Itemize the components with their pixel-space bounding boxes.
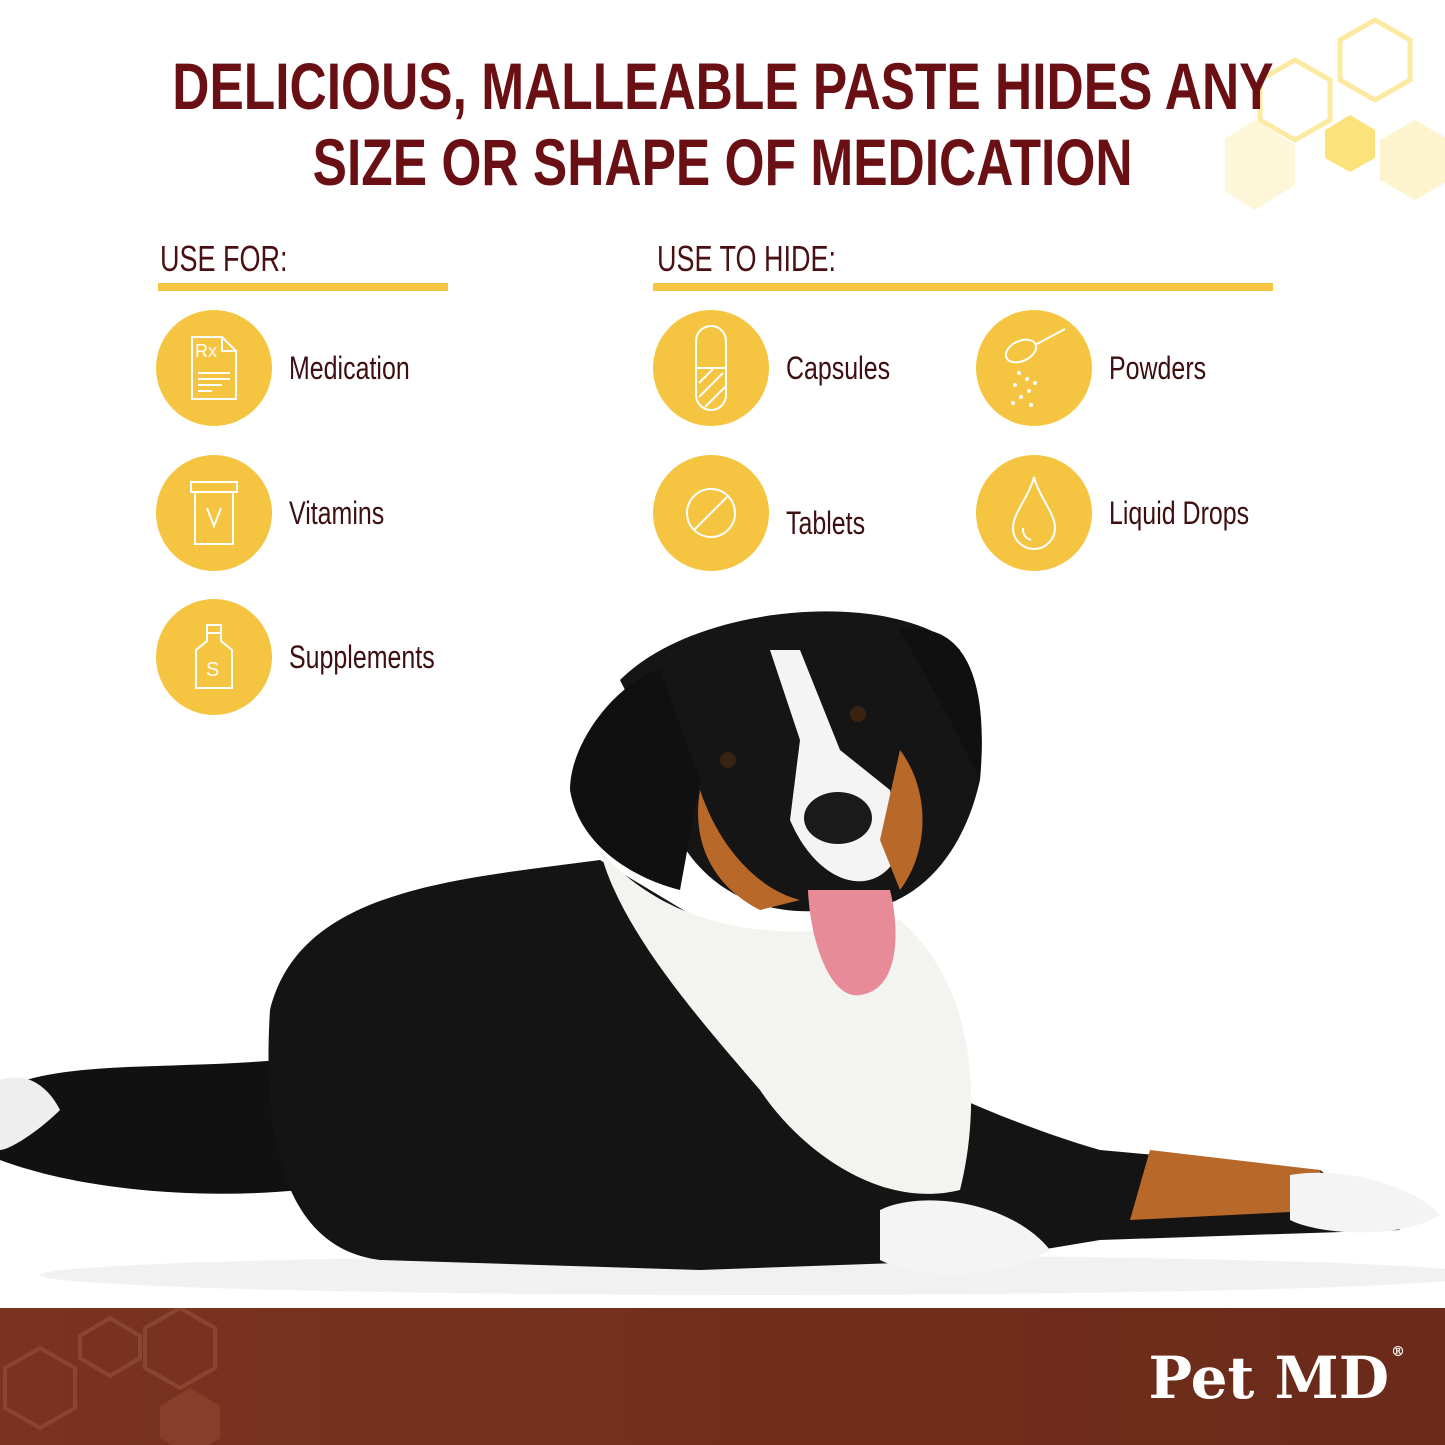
item-label: Vitamins — [289, 494, 385, 531]
divider — [653, 283, 1273, 291]
item-label: Powders — [1109, 349, 1207, 386]
item-label: Liquid Drops — [1109, 494, 1250, 531]
svg-text:S: S — [206, 659, 219, 681]
headline-line-2: SIZE OR SHAPE OF MEDICATION — [312, 125, 1133, 199]
footer-band: Pet MD ® — [0, 1308, 1445, 1445]
list-item: S Supplements — [156, 599, 476, 715]
headline: DELICIOUS, MALLEABLE PASTE HIDES ANY SIZ… — [0, 48, 1445, 200]
item-label: Supplements — [289, 638, 435, 675]
droplet-icon — [976, 455, 1092, 571]
headline-line-1: DELICIOUS, MALLEABLE PASTE HIDES ANY — [171, 49, 1274, 123]
item-label: Capsules — [786, 349, 891, 386]
list-item: Liquid Drops — [976, 455, 1289, 571]
list-item: Powders — [976, 310, 1234, 426]
use-to-hide-heading: USE TO HIDE: — [657, 238, 837, 279]
use-for-heading: USE FOR: — [160, 238, 288, 279]
item-label: Medication — [289, 349, 410, 386]
supplement-bottle-icon: S — [156, 599, 272, 715]
pet-md-logo: Pet MD ® — [1148, 1344, 1405, 1412]
vitamin-jar-icon — [156, 455, 272, 571]
list-item: Vitamins — [156, 455, 411, 571]
list-item: Capsules — [653, 310, 919, 426]
capsule-icon — [653, 310, 769, 426]
tablet-icon — [653, 455, 769, 571]
list-item: Tablets — [653, 455, 887, 571]
honeycomb-decoration — [3, 1308, 220, 1445]
powder-spoon-icon — [976, 310, 1092, 426]
dog-photo — [0, 611, 1445, 1295]
divider — [158, 283, 448, 291]
prescription-document-icon: Rx — [156, 310, 272, 426]
item-label: Tablets — [786, 504, 866, 541]
honeycomb-decoration — [1225, 17, 1445, 210]
svg-text:Rx: Rx — [195, 341, 217, 361]
list-item: Rx Medication — [156, 310, 444, 426]
